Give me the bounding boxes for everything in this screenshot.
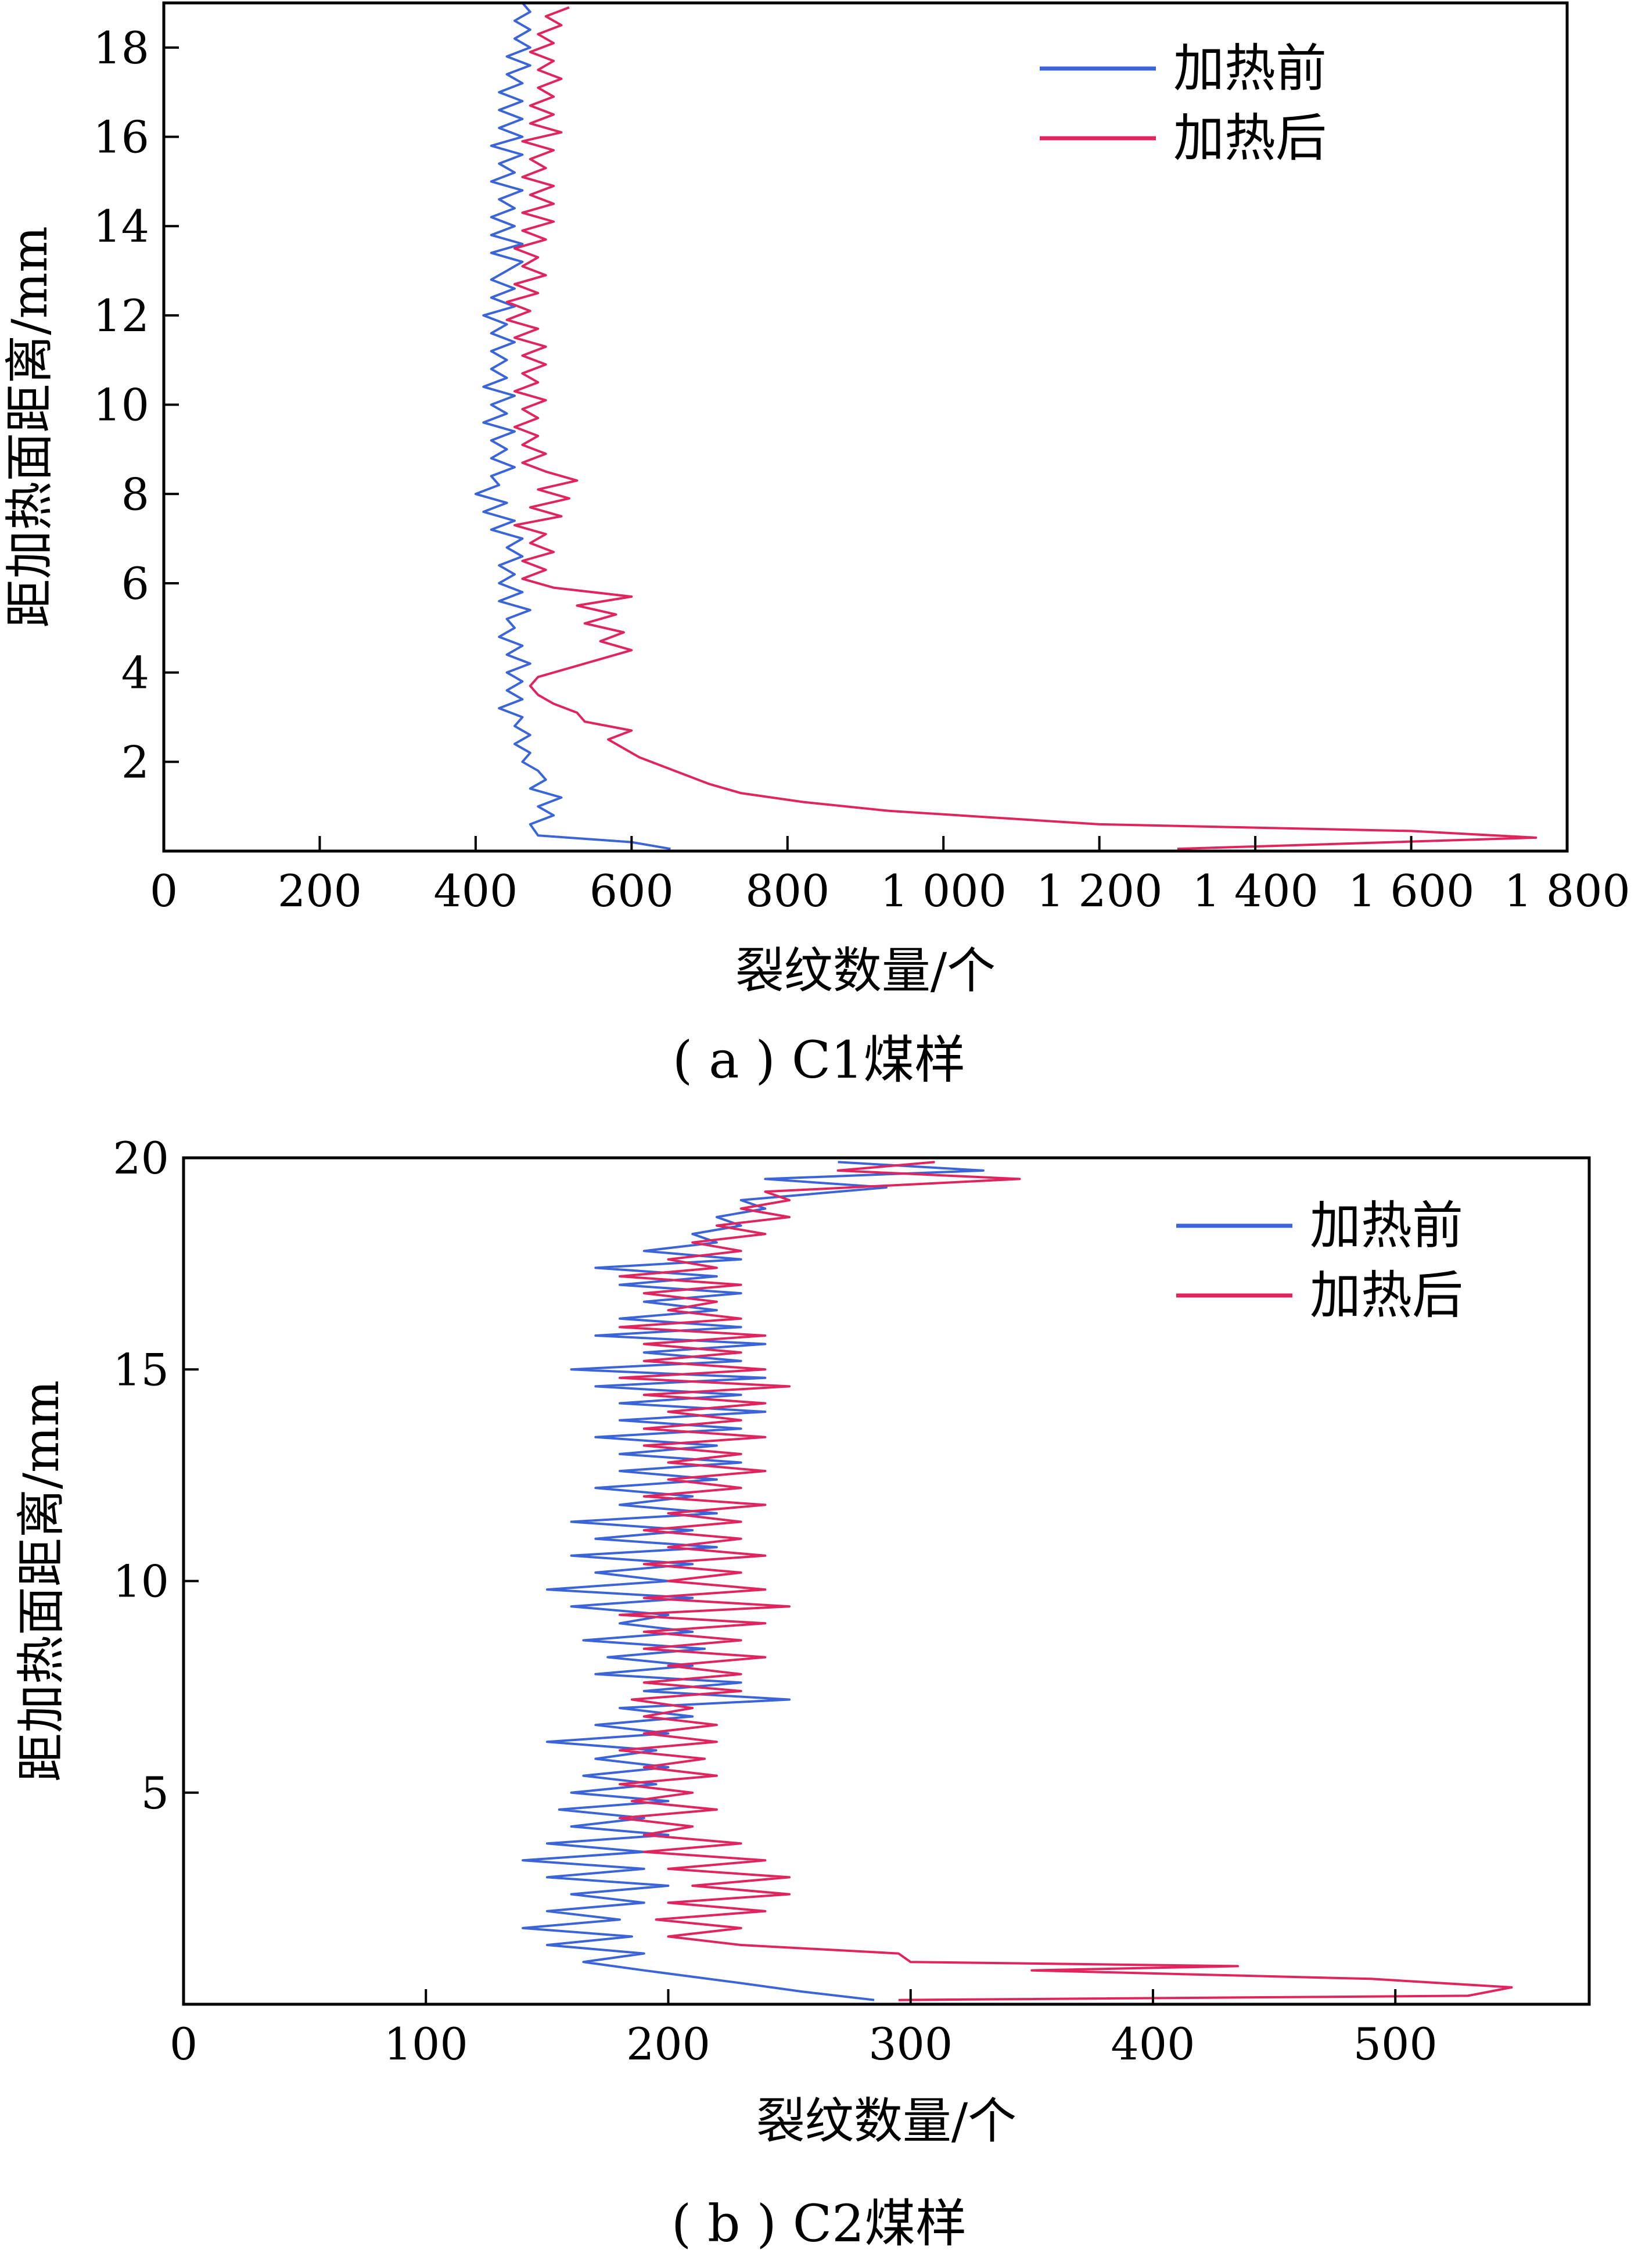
y-tick-label: 10	[113, 1556, 169, 1607]
legend-label: 加热前	[1173, 38, 1327, 98]
x-tick-label: 400	[433, 865, 518, 917]
legend-label: 加热前	[1310, 1196, 1463, 1255]
y-tick-label: 6	[121, 558, 149, 609]
x-tick-label: 500	[1353, 2018, 1438, 2070]
legend-label: 加热后	[1173, 108, 1327, 168]
series-line-before-heating	[474, 2, 671, 850]
x-tick-label: 0	[150, 865, 178, 917]
x-tick-label: 600	[590, 865, 674, 917]
x-axis-title: 裂纹数量/个	[735, 942, 996, 999]
y-tick-label: 18	[93, 22, 149, 74]
x-tick-label: 400	[1111, 2018, 1195, 2070]
y-tick-label: 20	[113, 1132, 169, 1184]
x-tick-label: 200	[278, 865, 362, 917]
x-tick-label: 1 600	[1348, 865, 1475, 917]
x-tick-label: 1 400	[1192, 865, 1319, 917]
y-axis-title: 距加热面距离/mm	[1, 226, 58, 628]
x-axis-title: 裂纹数量/个	[756, 2093, 1016, 2149]
x-tick-label: 1 000	[880, 865, 1007, 917]
series-line-after-heating	[505, 6, 1538, 850]
y-tick-label: 12	[93, 290, 149, 342]
chart-caption: ( a ) C1煤样	[673, 1030, 965, 1090]
x-tick-label: 1 200	[1036, 865, 1163, 917]
y-tick-label: 2	[121, 736, 149, 788]
series-line-after-heating	[619, 1161, 1513, 2001]
y-tick-label: 14	[93, 200, 149, 252]
chart-caption: ( b ) C2煤样	[671, 2194, 967, 2253]
legend-label: 加热后	[1310, 1265, 1463, 1325]
y-tick-label: 10	[93, 379, 149, 431]
x-tick-label: 0	[170, 2018, 197, 2070]
y-tick-label: 8	[121, 468, 149, 520]
y-tick-label: 15	[113, 1344, 169, 1395]
x-tick-label: 300	[868, 2018, 953, 2070]
y-tick-label: 4	[121, 647, 149, 699]
x-tick-label: 200	[626, 2018, 710, 2070]
y-axis-title: 距加热面距离/mm	[13, 1380, 70, 1782]
x-tick-label: 100	[384, 2018, 468, 2070]
x-tick-label: 800	[745, 865, 829, 917]
x-tick-label: 1 800	[1504, 865, 1630, 917]
chart-c1: 0 200 400 600 800 1 000 1 200 1 400 1 600 1 800 2 4…	[1, 1, 1630, 1090]
y-tick-label: 16	[93, 112, 149, 163]
y-tick-label: 5	[141, 1767, 169, 1819]
chart-c2: 0 100 200 300 400 500 5 10 15 20 裂纹数量/个 距加热面距离/mm ( …	[13, 1132, 1591, 2253]
plot-frame	[162, 1, 1569, 853]
